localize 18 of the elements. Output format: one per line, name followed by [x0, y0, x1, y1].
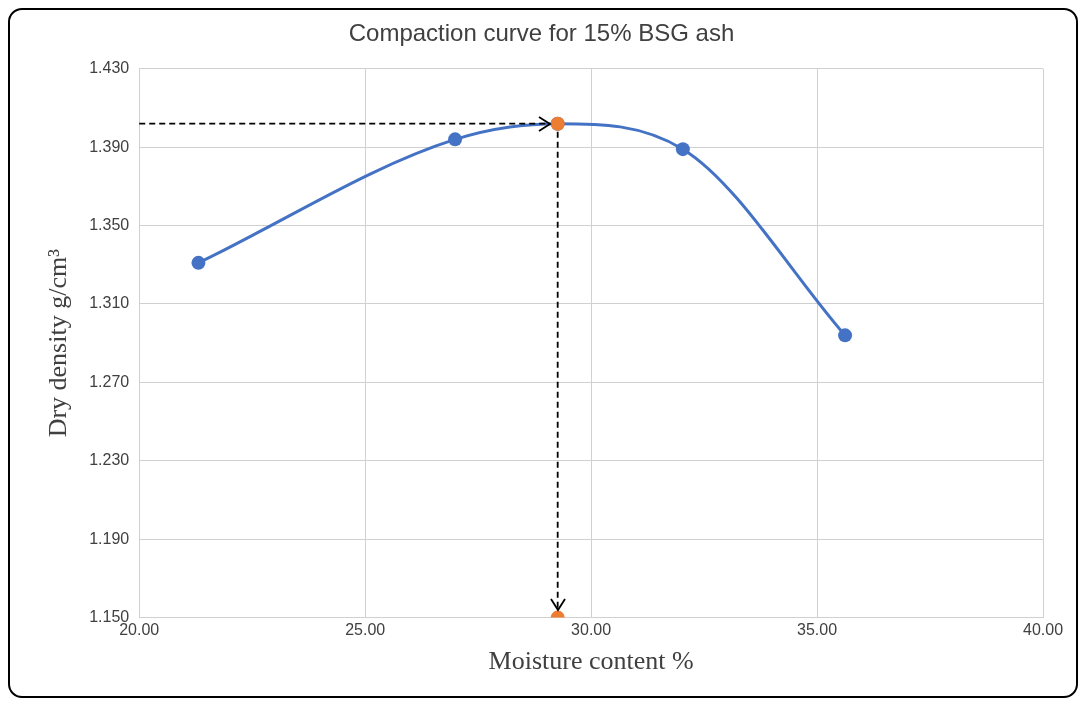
y-tick-label: 1.350: [89, 216, 130, 234]
y-tick-label: 1.270: [89, 372, 130, 390]
x-tick-label: 35.00: [797, 620, 838, 638]
y-tick-label: 1.310: [89, 294, 130, 312]
x-axis-title: Moisture content %: [488, 646, 694, 676]
y-tick-label: 1.230: [89, 451, 130, 469]
x-tick-label: 40.00: [1022, 620, 1064, 638]
point: [838, 328, 853, 343]
point: [191, 255, 206, 270]
y-tick-label: 1.190: [89, 529, 130, 547]
x-tick-label: 30.00: [571, 620, 612, 638]
x-tick-label: 25.00: [345, 620, 386, 638]
point: [448, 132, 463, 147]
y-tick-label: 1.390: [89, 137, 130, 155]
y-axis-title: Dry density g/cm³: [43, 248, 73, 438]
point: [675, 142, 690, 157]
y-tick-label: 1.430: [89, 59, 130, 77]
chart-title: Compaction curve for 15% BSG ash: [348, 19, 735, 47]
